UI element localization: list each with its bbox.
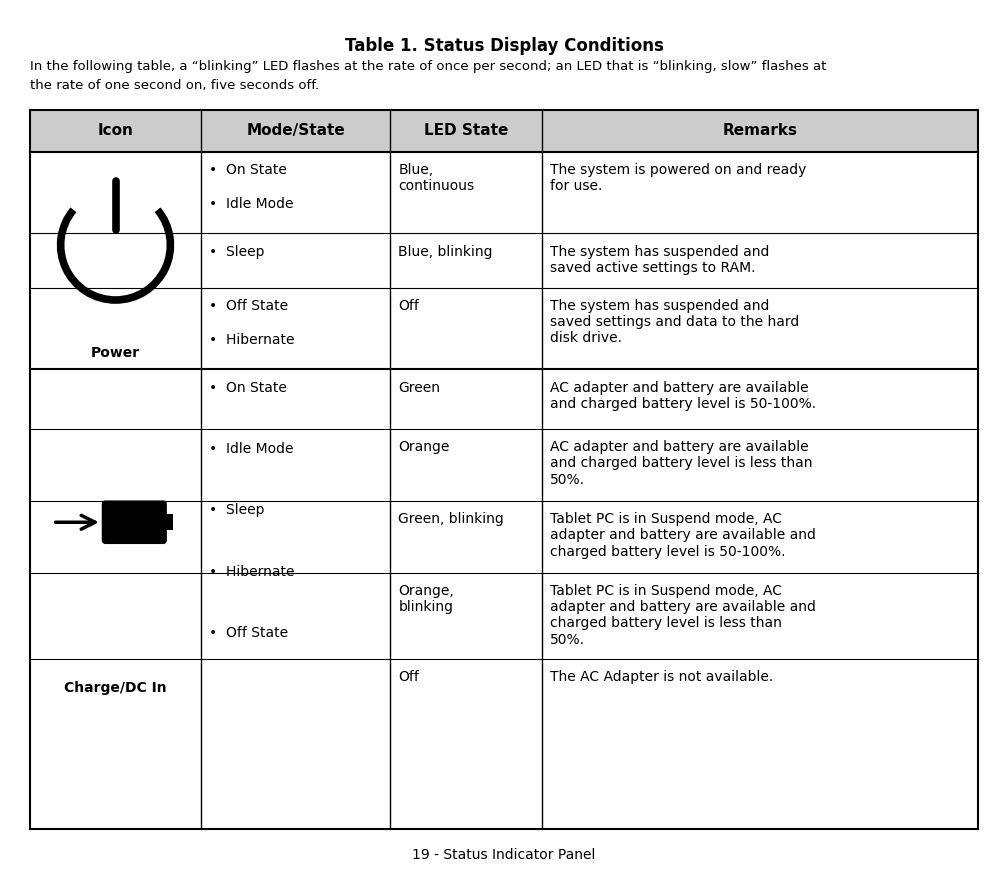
Text: the rate of one second on, five seconds off.: the rate of one second on, five seconds … — [30, 79, 320, 92]
Text: Charge/DC In: Charge/DC In — [65, 681, 167, 695]
Text: Green, blinking: Green, blinking — [398, 512, 504, 526]
Text: 19 - Status Indicator Panel: 19 - Status Indicator Panel — [412, 848, 596, 862]
Text: Green: Green — [398, 381, 440, 395]
Text: In the following table, a “blinking” LED flashes at the rate of once per second;: In the following table, a “blinking” LED… — [30, 60, 827, 73]
Text: Off: Off — [398, 299, 419, 313]
FancyBboxPatch shape — [104, 503, 165, 542]
Text: Orange,
blinking: Orange, blinking — [398, 584, 455, 614]
Text: Off: Off — [398, 670, 419, 684]
Text: AC adapter and battery are available
and charged battery level is less than
50%.: AC adapter and battery are available and… — [550, 440, 812, 487]
Text: Orange: Orange — [398, 440, 450, 454]
Text: •  On State: • On State — [209, 381, 286, 395]
Text: •  Idle Mode: • Idle Mode — [209, 197, 293, 211]
Text: •  Idle Mode: • Idle Mode — [209, 442, 293, 456]
Text: Power: Power — [91, 346, 140, 360]
Text: •  On State: • On State — [209, 163, 286, 177]
Text: The system has suspended and
saved active settings to RAM.: The system has suspended and saved activ… — [550, 245, 769, 275]
Text: •  Off State: • Off State — [209, 626, 288, 640]
Text: Icon: Icon — [98, 123, 133, 139]
Text: Remarks: Remarks — [723, 123, 797, 139]
Text: •  Hibernate: • Hibernate — [209, 333, 294, 347]
Text: Mode/State: Mode/State — [246, 123, 345, 139]
Text: LED State: LED State — [424, 123, 508, 139]
Text: The system has suspended and
saved settings and data to the hard
disk drive.: The system has suspended and saved setti… — [550, 299, 799, 346]
Text: Tablet PC is in Suspend mode, AC
adapter and battery are available and
charged b: Tablet PC is in Suspend mode, AC adapter… — [550, 512, 815, 559]
Text: •  Hibernate: • Hibernate — [209, 565, 294, 579]
Text: The system is powered on and ready
for use.: The system is powered on and ready for u… — [550, 163, 806, 193]
Text: •  Sleep: • Sleep — [209, 503, 264, 517]
Text: Table 1. Status Display Conditions: Table 1. Status Display Conditions — [345, 37, 663, 55]
Text: •  Off State: • Off State — [209, 299, 288, 313]
Text: Tablet PC is in Suspend mode, AC
adapter and battery are available and
charged b: Tablet PC is in Suspend mode, AC adapter… — [550, 584, 815, 646]
Text: Blue,
continuous: Blue, continuous — [398, 163, 475, 193]
Text: The AC Adapter is not available.: The AC Adapter is not available. — [550, 670, 773, 684]
Text: AC adapter and battery are available
and charged battery level is 50-100%.: AC adapter and battery are available and… — [550, 381, 816, 410]
Text: Blue, blinking: Blue, blinking — [398, 245, 493, 259]
Text: •  Sleep: • Sleep — [209, 245, 264, 259]
Bar — [163, 514, 172, 531]
